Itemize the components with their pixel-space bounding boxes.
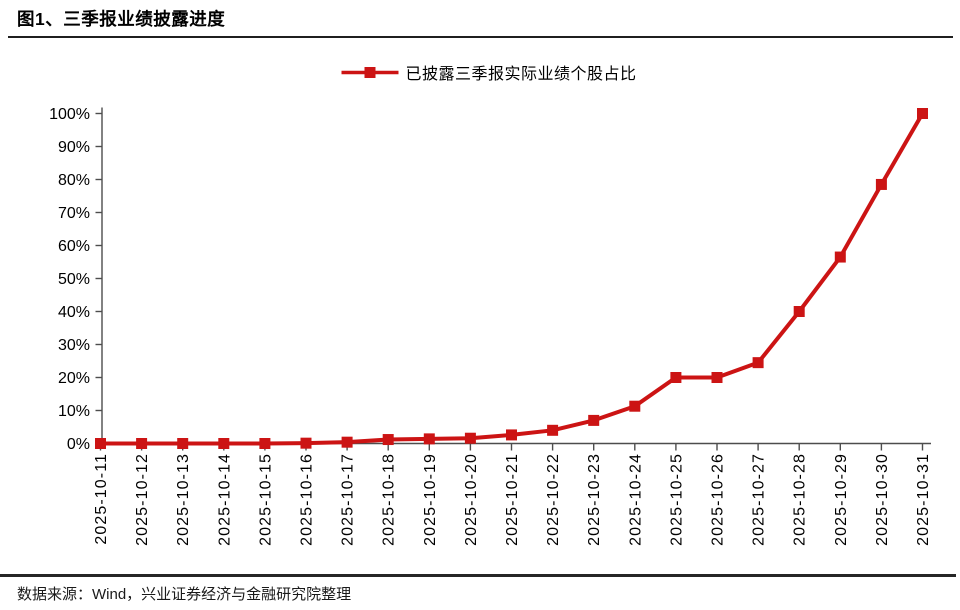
legend-label: 已披露三季报实际业绩个股占比 xyxy=(405,66,637,83)
svg-text:90%: 90% xyxy=(58,139,90,156)
figure-title: 图1、三季报业绩披露进度 xyxy=(17,9,226,29)
svg-text:2025-10-29: 2025-10-29 xyxy=(833,453,850,546)
svg-text:2025-10-24: 2025-10-24 xyxy=(627,453,644,546)
svg-text:2025-10-11: 2025-10-11 xyxy=(93,453,110,545)
svg-text:40%: 40% xyxy=(58,304,90,321)
svg-text:2025-10-16: 2025-10-16 xyxy=(299,453,316,546)
svg-text:50%: 50% xyxy=(58,271,90,288)
svg-text:2025-10-13: 2025-10-13 xyxy=(175,453,192,546)
svg-text:2025-10-26: 2025-10-26 xyxy=(710,453,727,546)
svg-text:2025-10-18: 2025-10-18 xyxy=(381,453,398,546)
svg-text:100%: 100% xyxy=(49,106,90,123)
svg-text:0%: 0% xyxy=(67,436,90,453)
data-source: 数据来源：Wind，兴业证券经济与金融研究院整理 xyxy=(17,586,352,603)
svg-text:2025-10-17: 2025-10-17 xyxy=(340,453,357,546)
legend-line-marker-icon xyxy=(341,66,399,78)
svg-text:2025-10-27: 2025-10-27 xyxy=(751,453,768,546)
svg-text:2025-10-14: 2025-10-14 xyxy=(216,453,233,546)
svg-text:2025-10-22: 2025-10-22 xyxy=(545,453,562,546)
svg-text:2025-10-19: 2025-10-19 xyxy=(422,453,439,546)
svg-text:2025-10-31: 2025-10-31 xyxy=(915,453,932,546)
svg-text:80%: 80% xyxy=(58,172,90,189)
svg-text:30%: 30% xyxy=(58,337,90,354)
svg-text:2025-10-23: 2025-10-23 xyxy=(586,453,603,546)
chart-legend: 已披露三季报实际业绩个股占比 xyxy=(341,60,636,84)
svg-text:2025-10-15: 2025-10-15 xyxy=(257,453,274,546)
svg-text:70%: 70% xyxy=(58,205,90,222)
svg-text:10%: 10% xyxy=(58,403,90,420)
svg-text:60%: 60% xyxy=(58,238,90,255)
title-divider xyxy=(8,36,953,38)
svg-text:2025-10-20: 2025-10-20 xyxy=(463,453,480,546)
footer-divider xyxy=(0,574,956,577)
svg-text:20%: 20% xyxy=(58,370,90,387)
svg-text:2025-10-21: 2025-10-21 xyxy=(504,453,521,546)
svg-text:2025-10-28: 2025-10-28 xyxy=(792,453,809,546)
svg-text:2025-10-30: 2025-10-30 xyxy=(874,453,891,546)
svg-text:2025-10-25: 2025-10-25 xyxy=(668,453,685,546)
svg-text:2025-10-12: 2025-10-12 xyxy=(134,453,151,546)
